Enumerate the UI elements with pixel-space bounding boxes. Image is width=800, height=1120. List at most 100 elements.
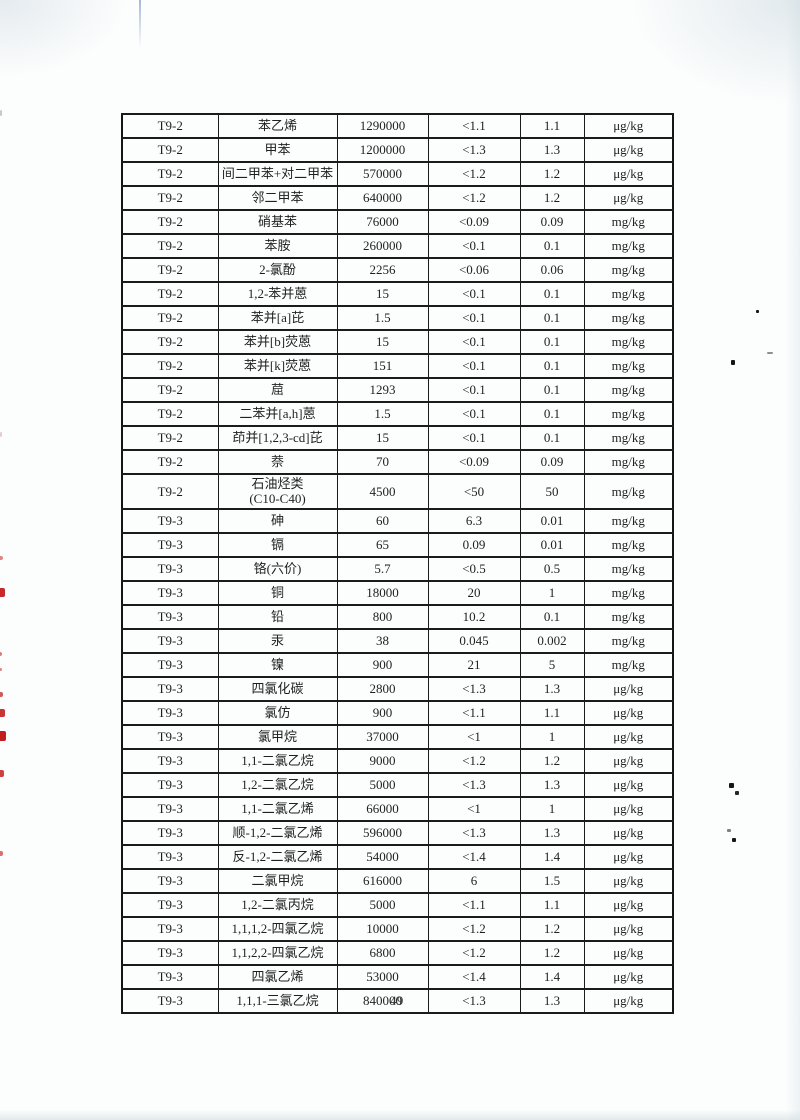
cell-unit: μg/kg — [583, 891, 674, 918]
cell-value-3: 0.06 — [519, 257, 585, 283]
cell-sample-id: T9-3 — [121, 651, 219, 678]
cell-value-1: 18000 — [336, 579, 429, 606]
table-row: T9-2 苯并[k]荧蒽 151 <0.1 0.1 mg/kg — [121, 353, 674, 379]
cell-value-3: 1.2 — [519, 939, 585, 966]
cell-analyte: 四氯化碳 — [217, 675, 338, 702]
cell-value-2: <0.09 — [427, 209, 521, 235]
table-row: T9-3 镍 900 21 5 mg/kg — [121, 651, 674, 678]
cell-analyte: 氯仿 — [217, 699, 338, 726]
cell-sample-id: T9-3 — [121, 987, 219, 1014]
cell-analyte: 顺-1,2-二氯乙烯 — [217, 819, 338, 846]
cell-analyte: 反-1,2-二氯乙烯 — [217, 843, 338, 870]
cell-value-2: <1.3 — [427, 819, 521, 846]
cell-unit: μg/kg — [583, 675, 674, 702]
cell-value-2: <0.5 — [427, 555, 521, 582]
table-row: T9-3 镉 65 0.09 0.01 mg/kg — [121, 531, 674, 558]
cell-value-1: 2800 — [336, 675, 429, 702]
cell-unit: μg/kg — [583, 963, 674, 990]
cell-value-3: 1.2 — [519, 747, 585, 774]
cell-unit: μg/kg — [583, 747, 674, 774]
cell-value-3: 0.01 — [519, 531, 585, 558]
cell-value-2: 6.3 — [427, 507, 521, 534]
cell-sample-id: T9-3 — [121, 627, 219, 654]
scan-speck — [756, 310, 759, 313]
cell-analyte: 四氯乙烯 — [217, 963, 338, 990]
cell-value-2: <1.3 — [427, 137, 521, 163]
cell-value-3: 1.4 — [519, 963, 585, 990]
cell-unit: mg/kg — [583, 449, 674, 475]
cell-value-2: 21 — [427, 651, 521, 678]
table-row: T9-3 顺-1,2-二氯乙烯 596000 <1.3 1.3 μg/kg — [121, 819, 674, 846]
cell-value-2: 10.2 — [427, 603, 521, 630]
table-row: T9-2 苯并[a]芘 1.5 <0.1 0.1 mg/kg — [121, 305, 674, 331]
cell-value-3: 0.09 — [519, 449, 585, 475]
table-row: T9-3 铬(六价) 5.7 <0.5 0.5 mg/kg — [121, 555, 674, 582]
table-row: T9-2 萘 70 <0.09 0.09 mg/kg — [121, 449, 674, 475]
cell-value-1: 38 — [336, 627, 429, 654]
cell-analyte: 1,2-二氯乙烷 — [217, 771, 338, 798]
cell-analyte: 间二甲苯+对二甲苯 — [217, 161, 338, 187]
cell-value-3: 1.3 — [519, 675, 585, 702]
cell-value-2: <1.2 — [427, 185, 521, 211]
cell-analyte: 䓛 — [217, 377, 338, 403]
cell-value-1: 10000 — [336, 915, 429, 942]
cell-value-3: 0.1 — [519, 425, 585, 451]
table-row: T9-3 四氯化碳 2800 <1.3 1.3 μg/kg — [121, 675, 674, 702]
cell-value-3: 1.2 — [519, 161, 585, 187]
cell-value-1: 5000 — [336, 891, 429, 918]
red-stamp-fragment — [0, 770, 4, 777]
table-row: T9-2 石油烃类 (C10-C40) 4500 <50 50 mg/kg — [121, 473, 674, 510]
cell-sample-id: T9-3 — [121, 723, 219, 750]
cell-analyte: 1,2-苯并蒽 — [217, 281, 338, 307]
cell-analyte: 苯并[a]芘 — [217, 305, 338, 331]
cell-value-1: 9000 — [336, 747, 429, 774]
cell-analyte: 石油烃类 (C10-C40) — [217, 473, 338, 510]
cell-value-3: 1 — [519, 579, 585, 606]
cell-value-2: <1.1 — [427, 891, 521, 918]
cell-analyte: 苯乙烯 — [217, 113, 338, 139]
cell-sample-id: T9-2 — [121, 185, 219, 211]
table-row: T9-2 苯胺 260000 <0.1 0.1 mg/kg — [121, 233, 674, 259]
table-row: T9-3 反-1,2-二氯乙烯 54000 <1.4 1.4 μg/kg — [121, 843, 674, 870]
table-row: T9-3 汞 38 0.045 0.002 mg/kg — [121, 627, 674, 654]
table-row: T9-2 2-氯酚 2256 <0.06 0.06 mg/kg — [121, 257, 674, 283]
scan-speck — [732, 838, 736, 842]
cell-value-3: 0.002 — [519, 627, 585, 654]
cell-unit: μg/kg — [583, 771, 674, 798]
red-stamp-fragment — [0, 652, 2, 656]
cell-sample-id: T9-2 — [121, 329, 219, 355]
table-row: T9-2 茚并[1,2,3-cd]芘 15 <0.1 0.1 mg/kg — [121, 425, 674, 451]
cell-unit: mg/kg — [583, 579, 674, 606]
cell-value-1: 800 — [336, 603, 429, 630]
cell-analyte: 铅 — [217, 603, 338, 630]
cell-value-2: <0.09 — [427, 449, 521, 475]
cell-value-1: 570000 — [336, 161, 429, 187]
cell-value-3: 1.5 — [519, 867, 585, 894]
cell-analyte: 萘 — [217, 449, 338, 475]
cell-unit: μg/kg — [583, 699, 674, 726]
cell-value-1: 76000 — [336, 209, 429, 235]
cell-analyte: 镍 — [217, 651, 338, 678]
cell-value-2: <1.4 — [427, 843, 521, 870]
table-row: T9-3 1,1-二氯乙烯 66000 <1 1 μg/kg — [121, 795, 674, 822]
cell-value-1: 1.5 — [336, 305, 429, 331]
cell-unit: mg/kg — [583, 473, 674, 510]
cell-value-2: <1.3 — [427, 987, 521, 1014]
cell-value-1: 1.5 — [336, 401, 429, 427]
cell-value-2: <1.2 — [427, 915, 521, 942]
cell-value-2: <1 — [427, 723, 521, 750]
cell-value-3: 1 — [519, 795, 585, 822]
table-row: T9-3 氯甲烷 37000 <1 1 μg/kg — [121, 723, 674, 750]
cell-value-1: 840000 — [336, 987, 429, 1014]
cell-analyte: 氯甲烷 — [217, 723, 338, 750]
cell-value-2: <0.1 — [427, 425, 521, 451]
cell-unit: μg/kg — [583, 939, 674, 966]
cell-sample-id: T9-3 — [121, 531, 219, 558]
cell-unit: mg/kg — [583, 209, 674, 235]
table-row: T9-2 䓛 1293 <0.1 0.1 mg/kg — [121, 377, 674, 403]
cell-unit: μg/kg — [583, 915, 674, 942]
red-stamp-fragment — [0, 851, 3, 856]
cell-value-3: 1.1 — [519, 699, 585, 726]
cell-unit: μg/kg — [583, 137, 674, 163]
cell-value-2: <1.1 — [427, 113, 521, 139]
